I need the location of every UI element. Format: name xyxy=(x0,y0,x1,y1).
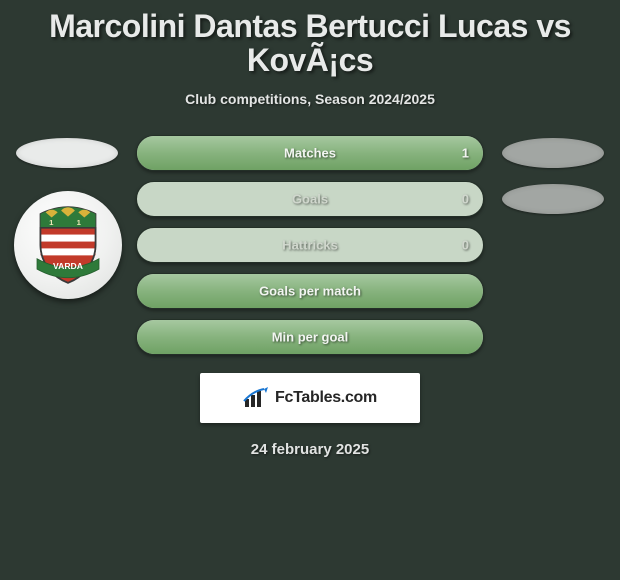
stat-value: 0 xyxy=(462,238,469,253)
stat-label: Hattricks xyxy=(282,238,338,253)
stat-bar: Hattricks 0 xyxy=(136,227,484,263)
stat-row: Min per goal xyxy=(10,319,610,355)
stat-value: 1 xyxy=(462,146,469,161)
team-crest-left: 1 1 VARDA xyxy=(12,191,124,299)
stat-bar: Min per goal xyxy=(136,319,484,355)
stat-bar: Goals per match xyxy=(136,273,484,309)
svg-text:1: 1 xyxy=(49,218,54,227)
page-title: Marcolini Dantas Bertucci Lucas vs KovÃ¡… xyxy=(0,0,620,83)
crest-banner-text: VARDA xyxy=(53,261,83,271)
brand-badge: FcTables.com xyxy=(200,373,420,423)
player-right-ellipse xyxy=(502,184,604,214)
stat-bar: Goals 0 xyxy=(136,181,484,217)
club-crest: 1 1 VARDA xyxy=(14,191,122,299)
bar-chart-icon xyxy=(243,387,269,409)
comparison-chart: 1 1 VARDA Matches1Goals0Hattricks0Goals … xyxy=(0,135,620,355)
crest-svg: 1 1 VARDA xyxy=(25,202,111,288)
stat-value: 0 xyxy=(462,192,469,207)
stat-label: Goals per match xyxy=(259,284,361,299)
stat-label: Matches xyxy=(284,146,336,161)
svg-text:1: 1 xyxy=(77,218,82,227)
brand-text: FcTables.com xyxy=(275,389,377,407)
subtitle: Club competitions, Season 2024/2025 xyxy=(0,91,620,107)
stat-label: Goals xyxy=(292,192,328,207)
stat-bar: Matches 1 xyxy=(136,135,484,171)
player-left-ellipse xyxy=(16,138,118,168)
date-text: 24 february 2025 xyxy=(0,441,620,458)
player-right-ellipse xyxy=(502,138,604,168)
stat-row: Matches 1 xyxy=(10,135,610,171)
stat-label: Min per goal xyxy=(272,330,349,345)
